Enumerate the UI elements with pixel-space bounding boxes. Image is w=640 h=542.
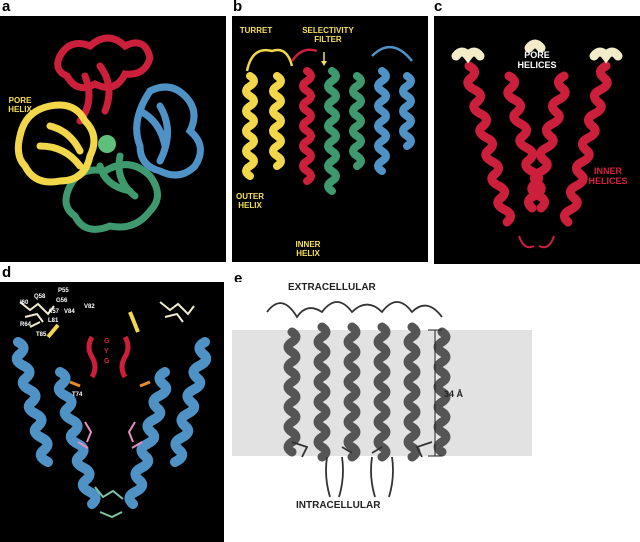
kcsa-side-view-ribbon bbox=[242, 46, 415, 195]
right-pink-residues bbox=[127, 421, 143, 449]
left-outer-helix bbox=[11, 337, 53, 467]
label-turret: TURRET bbox=[239, 26, 273, 35]
filter-letter-g-top: G bbox=[104, 338, 110, 345]
membrane-embedded-channel bbox=[232, 301, 532, 498]
extracellular-loops bbox=[266, 301, 443, 319]
yellow-inner-helix bbox=[269, 72, 285, 170]
kcsa-top-view-ribbon bbox=[14, 34, 204, 233]
gray-helix-4 bbox=[373, 322, 391, 462]
gray-helix-1 bbox=[283, 327, 301, 457]
label-pore-helix: PORE HELIX bbox=[8, 96, 32, 114]
panel-d-image: I60 Q58 P55 G56 R64 A57 V84 V82 L81 T85 … bbox=[0, 282, 224, 542]
inner-helix-left-outer bbox=[463, 61, 515, 227]
right-t74-sticks bbox=[139, 380, 151, 388]
bottom-loop-left bbox=[518, 235, 535, 249]
green-helix bbox=[324, 67, 340, 195]
label-selectivity-filter: SELECTIVITY FILTER bbox=[302, 26, 354, 44]
right-yellow-residue bbox=[128, 311, 140, 333]
label-pore-helices: PORE HELICES bbox=[517, 50, 557, 70]
panel-letter-c: c bbox=[434, 0, 443, 15]
inner-helix-right-outer bbox=[560, 61, 612, 227]
inner-and-pore-helices-ribbon bbox=[451, 39, 623, 249]
residue-t85: T85 bbox=[36, 332, 47, 338]
filter-letter-y: Y bbox=[104, 348, 109, 355]
lower-aromatic-residues bbox=[291, 441, 433, 458]
gray-helix-3 bbox=[343, 322, 361, 462]
panel-letter-d: d bbox=[2, 264, 12, 281]
red-loop bbox=[290, 48, 318, 62]
left-pink-residues bbox=[77, 421, 93, 449]
selectivity-filter-residues bbox=[86, 335, 131, 379]
blue-loop bbox=[371, 46, 413, 62]
residue-a57: A57 bbox=[48, 309, 60, 315]
panel-letter-b: b bbox=[233, 0, 243, 15]
green-subunit-ribbon bbox=[62, 152, 161, 233]
green-helix-2 bbox=[349, 72, 365, 170]
left-t74-sticks bbox=[69, 380, 81, 388]
intracellular-tails bbox=[325, 456, 394, 498]
left-yellow-residue bbox=[46, 323, 60, 339]
label-outer-helix: OUTER HELIX bbox=[236, 192, 264, 210]
residue-t74: T74 bbox=[72, 392, 83, 398]
panel-letter-a: a bbox=[2, 0, 11, 15]
residue-g56: G56 bbox=[56, 298, 68, 304]
right-outer-helix bbox=[170, 337, 212, 467]
bottom-green-residues bbox=[94, 486, 124, 519]
panel-letter-e: e bbox=[234, 270, 243, 287]
central-ion-sphere bbox=[98, 135, 116, 153]
pore-helix-left bbox=[451, 47, 485, 64]
panel-e-image: EXTRACELLULAR 34 Å INTRACELLULAR bbox=[232, 282, 640, 542]
yellow-subunit-ribbon bbox=[14, 101, 98, 186]
blue-subunit-ribbon bbox=[133, 83, 204, 179]
pore-helix-right bbox=[589, 47, 623, 64]
two-subunit-residue-ribbon bbox=[11, 301, 212, 519]
residue-p55: P55 bbox=[58, 288, 69, 294]
residue-i60: I60 bbox=[20, 300, 29, 306]
label-inner-helices: INNER HELICES bbox=[588, 166, 628, 186]
yellow-outer-helix bbox=[242, 72, 258, 180]
pore-helix-center bbox=[524, 39, 546, 53]
filter-letter-g-bottom: G bbox=[104, 358, 110, 365]
blue-helix bbox=[374, 67, 390, 175]
gray-helix-5 bbox=[403, 322, 421, 462]
residue-l81: L81 bbox=[48, 318, 59, 324]
residue-v82: V82 bbox=[84, 304, 95, 310]
inner-helix-right-inner bbox=[524, 71, 570, 213]
blue-helix-2 bbox=[399, 72, 415, 150]
label-34-angstrom: 34 Å bbox=[444, 389, 464, 399]
residue-r64: R64 bbox=[20, 322, 32, 328]
left-inner-helix bbox=[53, 367, 101, 509]
label-inner-helix: INNER HELIX bbox=[295, 240, 321, 258]
gray-helix-2 bbox=[313, 322, 331, 462]
label-intracellular: INTRACELLULAR bbox=[296, 500, 381, 511]
bottom-loop-right bbox=[538, 235, 555, 249]
right-residue-sticks bbox=[159, 301, 195, 323]
left-residue-sticks bbox=[19, 301, 55, 328]
panel-b-image: TURRET SELECTIVITY FILTER OUTER HELIX IN… bbox=[232, 16, 428, 262]
label-extracellular: EXTRACELLULAR bbox=[288, 282, 376, 293]
gray-helix-6 bbox=[433, 327, 451, 457]
panel-a-image: PORE HELIX bbox=[0, 16, 226, 262]
right-inner-helix bbox=[124, 367, 172, 509]
residue-q58: Q58 bbox=[34, 294, 46, 300]
residue-v84: V84 bbox=[64, 309, 75, 315]
panel-c-image: PORE HELICES INNER HELICES bbox=[434, 16, 640, 264]
selectivity-filter-arrowhead bbox=[321, 61, 327, 66]
red-helix bbox=[299, 67, 315, 185]
turret-loop bbox=[245, 48, 294, 72]
